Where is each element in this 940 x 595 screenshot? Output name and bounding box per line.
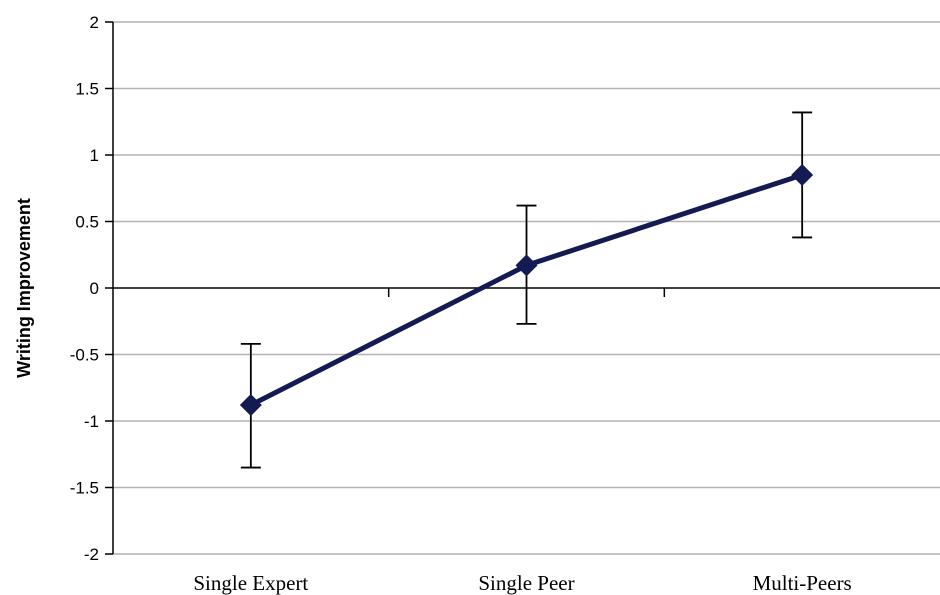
y-tick-label: 1.5 xyxy=(75,80,99,99)
y-tick-label: -2 xyxy=(84,545,99,564)
y-tick-label: 1 xyxy=(90,146,99,165)
y-tick-label: 0 xyxy=(90,279,99,298)
y-tick-label: -0.5 xyxy=(70,346,99,365)
series xyxy=(239,163,814,417)
x-category-label: Single Peer xyxy=(478,571,574,595)
x-category-label: Multi-Peers xyxy=(753,571,852,595)
error-bars xyxy=(240,111,813,469)
y-tick-label: 0.5 xyxy=(75,213,99,232)
data-point-marker xyxy=(515,254,538,277)
y-tick-label: 2 xyxy=(90,13,99,32)
x-category-labels: Single Expert Single Peer Multi-Peers xyxy=(193,571,851,595)
y-axis-title: Writing Improvement xyxy=(14,198,34,378)
axes xyxy=(105,21,940,555)
data-point-marker xyxy=(239,394,262,417)
y-tick-labels: 2 1.5 1 0.5 0 -0.5 -1 -1.5 -2 xyxy=(70,13,99,564)
x-category-label: Single Expert xyxy=(193,571,308,595)
y-tick-label: -1.5 xyxy=(70,479,99,498)
y-tick-label: -1 xyxy=(84,412,99,431)
data-point-marker xyxy=(791,163,814,186)
